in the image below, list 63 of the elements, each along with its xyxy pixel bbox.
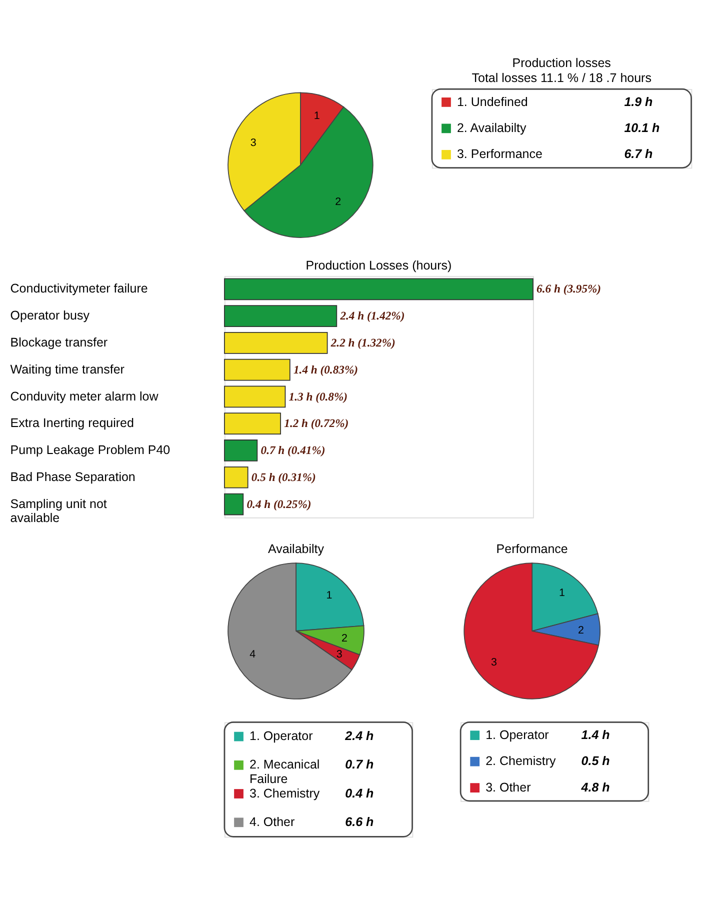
data-label: 6.7 h <box>624 147 654 162</box>
chart-subtitle: Total losses 11.1 % / 18 .7 hours <box>472 71 652 86</box>
bar <box>224 305 338 327</box>
bar <box>224 493 244 516</box>
text: 3 <box>336 648 342 660</box>
text: 3 <box>491 656 498 668</box>
data-label: 1.4 h <box>581 728 610 742</box>
chart-title: Production Losses (hours) <box>306 258 452 273</box>
data-label: 0.4 h (0.25%) <box>246 498 312 511</box>
data-label: 1.3 h (0.8%) <box>288 390 348 404</box>
text: 1 <box>326 590 332 602</box>
y-tick-label: Bad Phase Separation <box>10 470 136 484</box>
data-label: 1.9 h <box>624 94 654 109</box>
data-label: 0.7 h (0.41%) <box>260 444 326 458</box>
data-label: 0.4 h <box>345 786 374 800</box>
data-label: 10.1 h <box>624 121 660 136</box>
text: 3 <box>250 137 256 150</box>
bar <box>224 278 534 300</box>
legend-label: 4. Other <box>250 814 295 829</box>
data-label: 6.6 h (3.95%) <box>536 282 602 296</box>
data-label: 2.4 h (1.42%) <box>339 310 405 323</box>
legend-label: 1. Operator <box>250 729 313 744</box>
y-tick-label: Conduvity meter alarm low <box>10 389 160 404</box>
legend-label: 2. Availabilty <box>456 121 527 136</box>
text: 1 <box>558 586 565 599</box>
legend-label: 3. Performance <box>456 147 542 162</box>
data-label: 0.7 h <box>345 758 374 772</box>
bar <box>224 412 282 435</box>
bar <box>224 332 328 354</box>
text: 1 <box>314 110 320 122</box>
data-label: 0.5 h <box>581 754 610 768</box>
data-label: 2.2 h (1.32%) <box>330 336 396 350</box>
data-label: 1.4 h (0.83%) <box>293 363 358 376</box>
bar <box>224 466 248 488</box>
legend-label: 1. Operator <box>486 728 549 742</box>
y-tick-label: Operator busy <box>10 308 90 323</box>
text: 2 <box>578 624 584 636</box>
data-label: 6.6 h <box>345 814 374 829</box>
bar <box>224 358 290 381</box>
chart-title: Production losses <box>512 56 611 70</box>
legend-label: 2. Mecanical Failure <box>250 758 320 786</box>
pie-slice <box>464 562 599 700</box>
y-tick-label: Waiting time transfer <box>10 362 124 376</box>
data-label: 2.4 h <box>344 729 374 744</box>
legend-label: 2. Chemistry <box>486 754 556 768</box>
y-tick-label: Pump Leakage Problem P40 <box>10 443 170 458</box>
chart-title: Performance <box>496 542 568 556</box>
y-tick-label: Conductivitymeter failure <box>10 282 148 296</box>
y-tick-label: Sampling unit not available <box>10 496 108 526</box>
y-tick-label: Extra Inerting required <box>10 416 134 430</box>
text: 2 <box>335 196 342 208</box>
text: 2 <box>341 632 348 644</box>
data-label: 0.5 h (0.31%) <box>251 470 316 484</box>
bar <box>224 440 258 462</box>
legend-label: 1. Undefined <box>456 94 528 109</box>
text: 4 <box>250 648 256 660</box>
legend-label: 3. Chemistry <box>250 786 320 800</box>
y-tick-label: Blockage transfer <box>10 336 108 350</box>
bar <box>224 386 286 408</box>
legend-label: 3. Other <box>486 780 531 794</box>
data-label: 4.8 h <box>580 780 610 794</box>
data-label: 1.2 h (0.72%) <box>284 417 349 430</box>
chart-title: Availabilty <box>268 542 325 556</box>
